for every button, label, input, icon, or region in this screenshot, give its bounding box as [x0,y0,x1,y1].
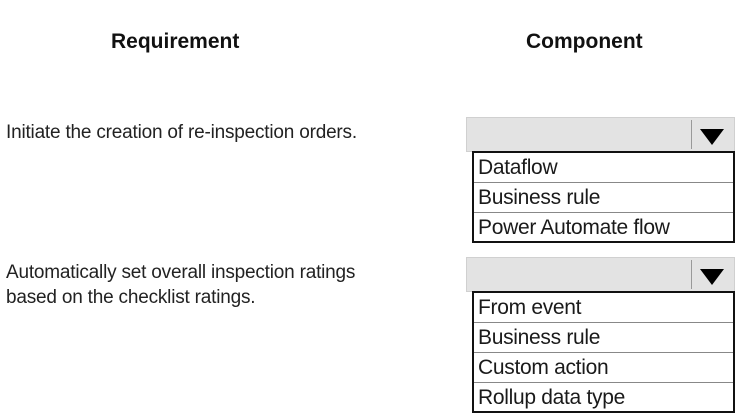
option-from-event[interactable]: From event [474,293,733,323]
option-dataflow[interactable]: Dataflow [474,153,733,183]
component-1-options: Dataflow Business rule Power Automate fl… [472,151,735,243]
component-2-dropdown[interactable] [466,257,735,292]
requirement-1-line: Initiate the creation of re-inspection o… [6,122,357,143]
option-custom-action[interactable]: Custom action [474,353,733,383]
option-business-rule[interactable]: Business rule [474,323,733,353]
requirement-2: Automatically set overall inspection rat… [6,260,355,310]
triangle-down-icon[interactable] [700,129,724,145]
dropdown-divider [691,260,692,289]
component-2-options: From event Business rule Custom action R… [472,291,735,413]
component-1-dropdown[interactable] [466,117,735,152]
dropdown-divider [691,120,692,149]
component-header: Component [526,30,643,53]
option-power-automate-flow[interactable]: Power Automate flow [478,216,670,239]
requirement-2-line-2: based on the checklist ratings. [6,287,256,308]
option-rollup-data-type[interactable]: Rollup data type [478,386,625,409]
requirement-2-line-1: Automatically set overall inspection rat… [6,262,356,283]
triangle-down-icon[interactable] [700,269,724,285]
requirement-header: Requirement [111,30,240,53]
option-business-rule[interactable]: Business rule [474,183,733,213]
requirement-1: Initiate the creation of re-inspection o… [6,120,357,145]
